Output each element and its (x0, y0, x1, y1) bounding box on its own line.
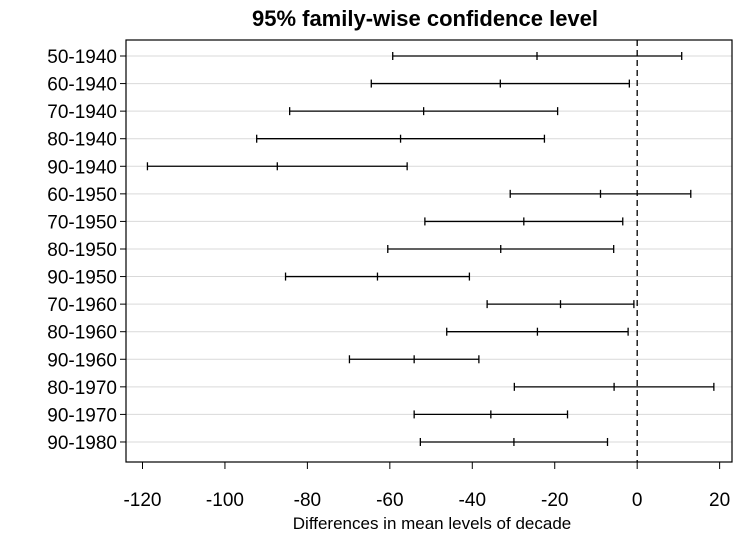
y-tick-label-90-1970: 90-1970 (47, 405, 117, 426)
y-tick-label-70-1940: 70-1940 (47, 102, 117, 123)
y-tick-label-70-1960: 70-1960 (47, 295, 117, 316)
interval-80-1940 (256, 134, 546, 143)
interval-90-1950 (284, 272, 471, 281)
y-tick-label-90-1960: 90-1960 (47, 350, 117, 371)
interval-80-1970 (513, 382, 715, 391)
x-axis-label: Differences in mean levels of decade (293, 514, 571, 533)
y-tick-label-90-1980: 90-1980 (47, 433, 117, 454)
x-tick-label-0: 0 (632, 490, 643, 511)
interval-70-1940 (289, 107, 559, 116)
y-tick-label-80-1970: 80-1970 (47, 378, 117, 399)
x-tick-label--20: -20 (541, 490, 568, 511)
interval-70-1950 (424, 217, 624, 226)
interval-90-1970 (413, 410, 569, 419)
interval-70-1960 (486, 300, 635, 309)
y-tick-labels: 50-1940 60-1940 70-1940 80-1940 90-1940 60-19… (47, 47, 126, 454)
y-tick-label-80-1950: 80-1950 (47, 240, 117, 261)
y-tick-label-50-1940: 50-1940 (47, 47, 117, 68)
interval-80-1950 (387, 244, 615, 253)
y-tick-label-90-1940: 90-1940 (47, 157, 117, 178)
y-tick-label-80-1960: 80-1960 (47, 323, 117, 344)
interval-80-1960 (446, 327, 629, 336)
y-tick-label-60-1940: 60-1940 (47, 75, 117, 96)
interval-bars (146, 52, 715, 446)
x-tick-label--100: -100 (206, 490, 244, 511)
y-tick-label-70-1950: 70-1950 (47, 212, 117, 233)
y-tick-label-90-1950: 90-1950 (47, 268, 117, 289)
x-tick-label--80: -80 (294, 490, 321, 511)
x-tick-label--120: -120 (123, 490, 161, 511)
interval-60-1940 (370, 79, 631, 88)
y-tick-label-60-1950: 60-1950 (47, 185, 117, 206)
plot-frame (125, 39, 733, 463)
interval-60-1950 (509, 189, 692, 198)
x-tick-label--60: -60 (376, 490, 403, 511)
x-axis: -120 -100 -80 -60 -40 -20 0 20 (123, 462, 730, 511)
x-tick-label-20: 20 (709, 490, 730, 511)
interval-90-1980 (419, 437, 609, 446)
interval-90-1940 (146, 162, 408, 171)
x-tick-label--40: -40 (459, 490, 486, 511)
y-tick-label-80-1940: 80-1940 (47, 130, 117, 151)
interval-50-1940 (392, 52, 683, 60)
interval-90-1960 (348, 355, 480, 364)
chart-title: 95% family-wise confidence level (252, 6, 598, 31)
